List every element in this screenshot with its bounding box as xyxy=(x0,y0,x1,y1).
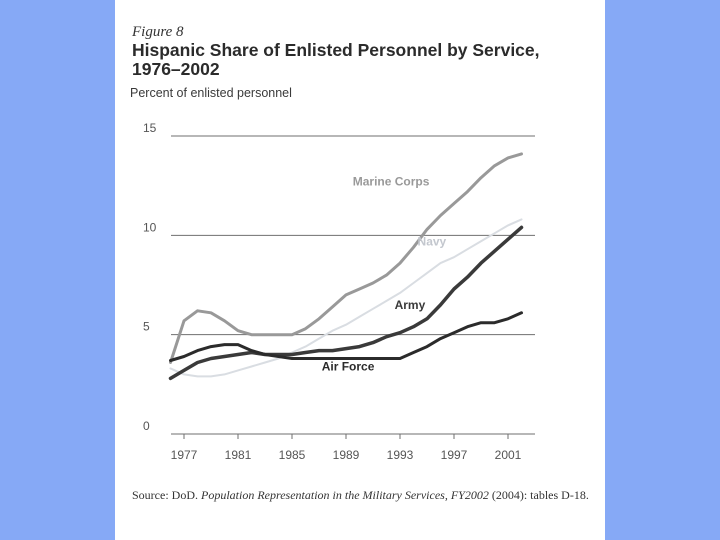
figure-page: Figure 8 Hispanic Share of Enlisted Pers… xyxy=(115,0,605,540)
figure-label: Figure 8 xyxy=(132,24,184,40)
series-line-army xyxy=(168,225,524,381)
source-prefix: Source: DoD. xyxy=(132,488,198,502)
series-label-army: Army xyxy=(395,298,426,312)
axis-ticks: 0 5 10 15 1977 1981 1985 1989 1993 1997 2001 xyxy=(143,121,522,462)
x-tick-label: 1977 xyxy=(171,448,198,462)
chart-title: Hispanic Share of Enlisted Personnel by … xyxy=(132,40,540,79)
x-tick-label: 1997 xyxy=(441,448,468,462)
x-tick-label: 1985 xyxy=(279,448,306,462)
y-axis-label: Percent of enlisted personnel xyxy=(130,86,292,100)
series-line-marine xyxy=(169,152,523,364)
series-label-navy: Navy xyxy=(418,234,447,248)
x-tick-label: 1981 xyxy=(225,448,252,462)
x-tick-label: 1989 xyxy=(333,448,360,462)
x-tick-label: 2001 xyxy=(495,448,522,462)
series-annotations: Marine Corps Navy Army Air Force xyxy=(322,175,447,374)
series-label-marine: Marine Corps xyxy=(353,175,430,189)
source-suffix: (2004): tables D-18. xyxy=(491,488,589,502)
y-tick-label: 5 xyxy=(143,320,150,334)
y-tick-label: 0 xyxy=(143,419,150,433)
source-note: Source: DoD. Population Representation i… xyxy=(132,488,592,503)
series-line-navy xyxy=(169,218,523,378)
series-label-airforce: Air Force xyxy=(322,359,375,373)
series-line-airforce xyxy=(169,311,523,362)
y-tick-label: 15 xyxy=(143,121,157,135)
gridlines xyxy=(171,135,535,435)
y-tick-label: 10 xyxy=(143,220,157,234)
line-chart: 0 5 10 15 1977 1981 1985 1989 1993 1997 2001 Marin… xyxy=(143,121,535,462)
source-publication: Population Representation in the Militar… xyxy=(201,488,489,502)
x-tick-label: 1993 xyxy=(387,448,414,462)
series-lines xyxy=(168,152,524,381)
